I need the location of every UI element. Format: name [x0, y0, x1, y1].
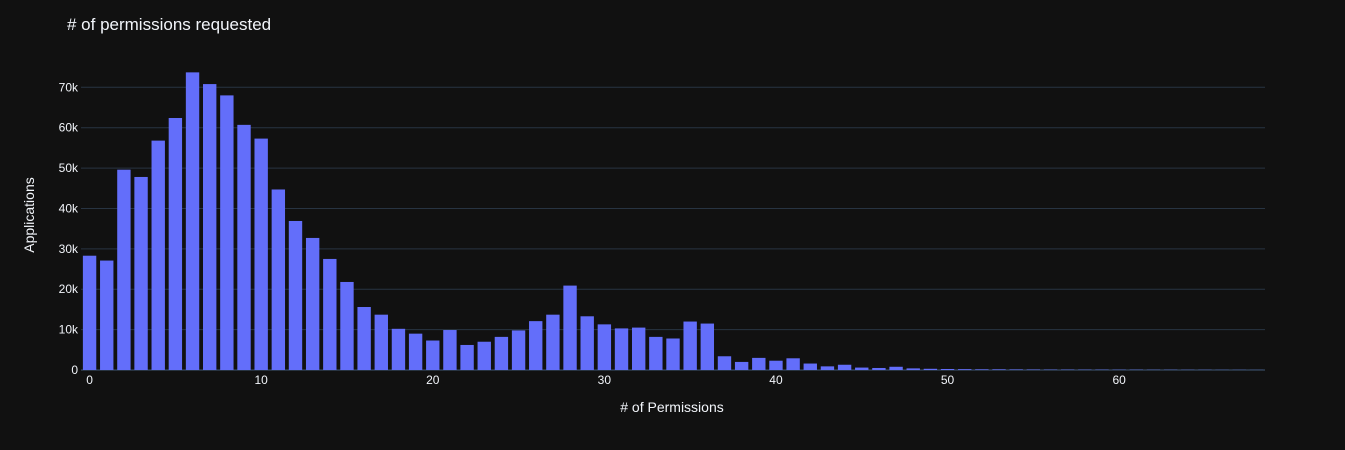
y-tick-label: 70k: [59, 80, 79, 94]
bar[interactable]: [837, 364, 852, 370]
y-tick-label: 20k: [59, 282, 79, 296]
bar[interactable]: [323, 258, 337, 370]
bar[interactable]: [357, 307, 371, 370]
bar[interactable]: [889, 366, 903, 370]
bar[interactable]: [254, 138, 268, 370]
bar[interactable]: [820, 366, 835, 370]
bar[interactable]: [906, 368, 920, 370]
y-tick-label: 40k: [59, 201, 79, 215]
bars: [82, 72, 1264, 371]
y-tick-label: 60k: [59, 121, 79, 135]
bar[interactable]: [563, 285, 577, 370]
x-tick-label: 10: [254, 373, 268, 387]
bar[interactable]: [803, 363, 817, 370]
bar[interactable]: [237, 124, 251, 370]
bar[interactable]: [340, 281, 354, 370]
bar[interactable]: [477, 341, 491, 370]
bar[interactable]: [408, 333, 423, 370]
y-tick-label: 30k: [59, 242, 79, 256]
bar[interactable]: [460, 344, 474, 370]
bar[interactable]: [958, 369, 972, 370]
bar[interactable]: [666, 338, 680, 371]
bar[interactable]: [975, 369, 989, 370]
bar[interactable]: [683, 321, 697, 370]
bar[interactable]: [100, 260, 114, 370]
x-tick-label: 40: [769, 373, 783, 387]
bar[interactable]: [631, 327, 646, 370]
bar[interactable]: [597, 324, 612, 370]
x-axis-title: # of Permissions: [620, 399, 723, 415]
bar[interactable]: [117, 169, 131, 370]
x-tick-label: 50: [941, 373, 955, 387]
bar[interactable]: [940, 368, 955, 370]
bar[interactable]: [717, 356, 732, 370]
x-tick-label: 60: [1112, 373, 1126, 387]
bar[interactable]: [168, 118, 183, 370]
bar[interactable]: [614, 328, 629, 370]
bar[interactable]: [271, 189, 286, 370]
x-tick-label: 30: [598, 373, 612, 387]
bar[interactable]: [391, 328, 406, 370]
bar[interactable]: [923, 368, 938, 370]
bar[interactable]: [700, 323, 715, 370]
bar[interactable]: [511, 330, 526, 370]
y-tick-label: 50k: [59, 161, 79, 175]
bar[interactable]: [185, 72, 200, 370]
y-axis-ticks: 0 10k 20k 30k 40k 50k 60k 70k: [59, 80, 79, 377]
bar[interactable]: [426, 340, 440, 370]
bar[interactable]: [220, 95, 234, 370]
bar[interactable]: [134, 176, 148, 370]
bar[interactable]: [529, 321, 543, 370]
chart-title: # of permissions requested: [67, 15, 271, 34]
bar[interactable]: [786, 358, 800, 370]
x-axis-ticks: 0 10 20 30 40 50 60: [86, 373, 1126, 387]
bar[interactable]: [82, 255, 97, 370]
bar[interactable]: [769, 360, 783, 370]
x-tick-label: 20: [426, 373, 440, 387]
bar[interactable]: [580, 316, 594, 370]
bar[interactable]: [494, 336, 509, 370]
bar[interactable]: [151, 140, 165, 370]
bar[interactable]: [992, 369, 1006, 370]
bar[interactable]: [374, 314, 388, 370]
bar[interactable]: [752, 357, 766, 370]
x-tick-label: 0: [86, 373, 93, 387]
y-axis-title: Applications: [21, 177, 37, 253]
bar[interactable]: [546, 314, 560, 370]
bar[interactable]: [305, 237, 320, 370]
y-tick-label: 0: [71, 363, 78, 377]
bar[interactable]: [443, 330, 457, 370]
bar[interactable]: [203, 84, 217, 371]
bar[interactable]: [734, 361, 749, 370]
bar[interactable]: [872, 367, 886, 370]
bar[interactable]: [288, 220, 303, 370]
y-tick-label: 10k: [59, 323, 79, 337]
bar[interactable]: [855, 367, 869, 370]
bar[interactable]: [649, 336, 663, 370]
